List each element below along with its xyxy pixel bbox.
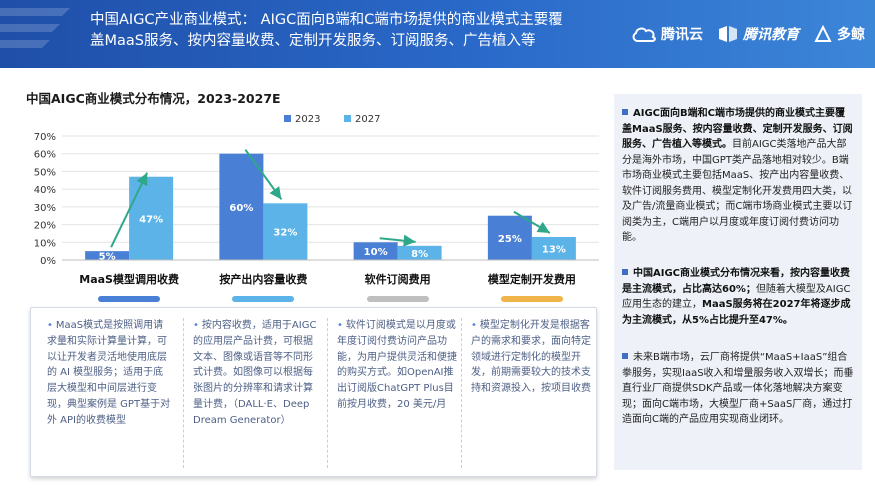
y-tick-label: 50% — [34, 167, 56, 178]
description-custom-dev: • 模型定制化开发是根据客户的需求和要求，面向特定领域进行定制化的模型开发，前期需… — [471, 318, 596, 397]
category-pill-custom-dev — [500, 296, 563, 302]
bar-2027-2 — [397, 245, 442, 260]
summary-1-text: 目前AIGC类落地产品大部分是海外市场，中国GPT类产品落地相对较少。B端市场商… — [622, 139, 853, 243]
description-divider — [461, 318, 462, 468]
summary-2-text: 但随着大模型及AIGC应用生态的建立， — [622, 283, 851, 311]
duojing-logo: 多鲸 — [813, 24, 865, 44]
square-bullet-icon — [622, 353, 628, 359]
category-pill-maas — [98, 296, 161, 302]
summary-1-bold: AIGC面向B端和C端市场提供的商业模式主要覆盖MaaS服务、按内容量收费、定制… — [622, 108, 853, 150]
y-tick-label: 0% — [40, 256, 56, 267]
logo-area: 腾讯云 腾讯教育 多鲸 — [631, 20, 865, 48]
bar-2023-0 — [85, 251, 130, 260]
trend-arrow-2 — [379, 234, 416, 247]
bar-value-label-2027-1: 32% — [273, 228, 297, 239]
description-divider — [327, 318, 328, 468]
bar-value-label-2027-3: 13% — [542, 244, 566, 255]
bar-chart: 0% 10% 20% 30% 40% 50% 60% 70% 2023 2027 5% 47% 60% 3… — [22, 110, 599, 270]
tencent-education-logo-text: 腾讯教育 — [743, 27, 799, 43]
y-tick-label: 60% — [34, 150, 56, 161]
page-title: 中国AIGC产业商业模式： AIGC面向B端和C端市场提供的商业模式主要覆盖Ma… — [90, 12, 563, 49]
bar-value-label-2023-1: 60% — [229, 203, 253, 214]
duojing-logo-text: 多鲸 — [837, 27, 865, 43]
summary-panel: AIGC面向B端和C端市场提供的商业模式主要覆盖MaaS服务、按内容量收费、定制… — [614, 94, 862, 470]
tencent-cloud-logo: 腾讯云 — [631, 24, 703, 44]
bar-value-label-2027-0: 47% — [139, 214, 163, 225]
description-custom-dev-text: 模型定制化开发是根据客户的需求和要求，面向特定领域进行定制化的模型开发，前期需要… — [471, 320, 591, 395]
description-subscription: • 软件订阅模式是以月度或年度订阅付费访问产品功能，为用户提供灵活和便捷的购买方式… — [337, 318, 462, 413]
header-stripes-decoration — [0, 8, 70, 48]
tencent-cloud-logo-text: 腾讯云 — [661, 27, 703, 43]
description-maas: • MaaS模式是按照调用请求量和实际计算量计算，可以让开发者灵活地使用底层的 A… — [47, 318, 172, 429]
bar-2027-3 — [531, 236, 576, 260]
legend-label-2027: 2027 — [355, 114, 380, 125]
trend-arrow-0 — [110, 172, 149, 248]
bar-2027-0 — [129, 176, 174, 260]
bar-2023-3 — [487, 215, 532, 260]
bullet-icon: • — [193, 320, 199, 331]
bullet-icon: • — [471, 320, 477, 331]
square-bullet-icon — [622, 109, 628, 115]
y-tick-label: 30% — [34, 203, 56, 214]
bar-value-label-2023-2: 10% — [364, 247, 388, 258]
bar-2023-2 — [353, 242, 398, 260]
y-tick-label: 20% — [34, 221, 56, 232]
duojing-icon — [814, 25, 832, 42]
category-pill-content-volume — [232, 296, 295, 302]
y-tick-label: 70% — [34, 132, 56, 143]
summary-2-bold2: MaaS服务将在2027年将逐步成为主流模式，从5%占比提升至47%。 — [622, 299, 851, 326]
tencent-education-logo: 腾讯教育 — [717, 24, 799, 44]
category-label-content-volume: 按产出内容量收费 — [219, 273, 308, 286]
legend-swatch-2023 — [284, 115, 291, 122]
summary-2-bold: 中国AIGC商业模式分布情况来看，按内容量收费是主流模式，占比高达60%； — [622, 268, 851, 295]
bullet-icon: • — [337, 320, 343, 331]
description-box: • MaaS模式是按照调用请求量和实际计算量计算，可以让开发者灵活地使用底层的 A… — [30, 307, 597, 477]
chart-title: 中国AIGC商业模式分布情况，2023-2027E — [26, 91, 281, 106]
legend-swatch-2027 — [344, 115, 351, 122]
description-maas-text: MaaS模式是按照调用请求量和实际计算量计算，可以让开发者灵活地使用底层的 AI… — [47, 320, 171, 426]
square-bullet-icon — [622, 269, 628, 275]
y-tick-label: 40% — [34, 185, 56, 196]
category-label-maas: MaaS模型调用收费 — [79, 273, 179, 286]
category-labels: MaaS模型调用收费 按产出内容量收费 软件订阅费用 模型定制开发费用 — [22, 271, 599, 289]
header-banner: 中国AIGC产业商业模式： AIGC面向B端和C端市场提供的商业模式主要覆盖Ma… — [0, 0, 875, 68]
y-tick-label: 10% — [34, 238, 56, 249]
bar-chart-svg: 0% 10% 20% 30% 40% 50% 60% 70% 2023 2027 5% 47% 60% 3… — [34, 114, 599, 267]
category-pill-subscription — [366, 296, 429, 302]
description-subscription-text: 软件订阅模式是以月度或年度订阅付费访问产品功能，为用户提供灵活和便捷的购买方式。… — [337, 320, 457, 410]
tencent-education-icon — [719, 26, 737, 42]
bar-value-label-2023-3: 25% — [498, 234, 522, 245]
cloud-icon — [632, 27, 656, 42]
summary-3-text: 未来B端市场，云厂商将提供“MaaS+IaaS”组合拳服务，实现IaaS收入和增… — [622, 352, 854, 425]
bar-2023-1 — [219, 153, 264, 260]
description-content-volume: • 按内容收费，适用于AIGC的应用层产品计费，可根据文本、图像或语音等不同形式计… — [193, 318, 318, 429]
description-divider — [183, 318, 184, 468]
category-label-custom-dev: 模型定制开发费用 — [487, 273, 576, 286]
summary-paragraph-2: 中国AIGC商业模式分布情况来看，按内容量收费是主流模式，占比高达60%；但随着… — [622, 266, 854, 328]
bar-value-label-2027-2: 8% — [411, 249, 428, 260]
legend-label-2023: 2023 — [295, 114, 320, 125]
category-label-subscription: 软件订阅费用 — [364, 273, 431, 286]
description-content-volume-text: 按内容收费，适用于AIGC的应用层产品计费，可根据文本、图像或语音等不同形式计费… — [193, 320, 317, 426]
summary-paragraph-3: 未来B端市场，云厂商将提供“MaaS+IaaS”组合拳服务，实现IaaS收入和增… — [622, 350, 854, 428]
trend-arrow-3 — [513, 210, 551, 234]
bar-2027-1 — [263, 203, 308, 260]
bar-value-label-2023-0: 5% — [99, 252, 116, 263]
trend-arrow-1 — [244, 149, 283, 200]
bullet-icon: • — [47, 320, 53, 331]
summary-paragraph-1: AIGC面向B端和C端市场提供的商业模式主要覆盖MaaS服务、按内容量收费、定制… — [622, 106, 854, 246]
